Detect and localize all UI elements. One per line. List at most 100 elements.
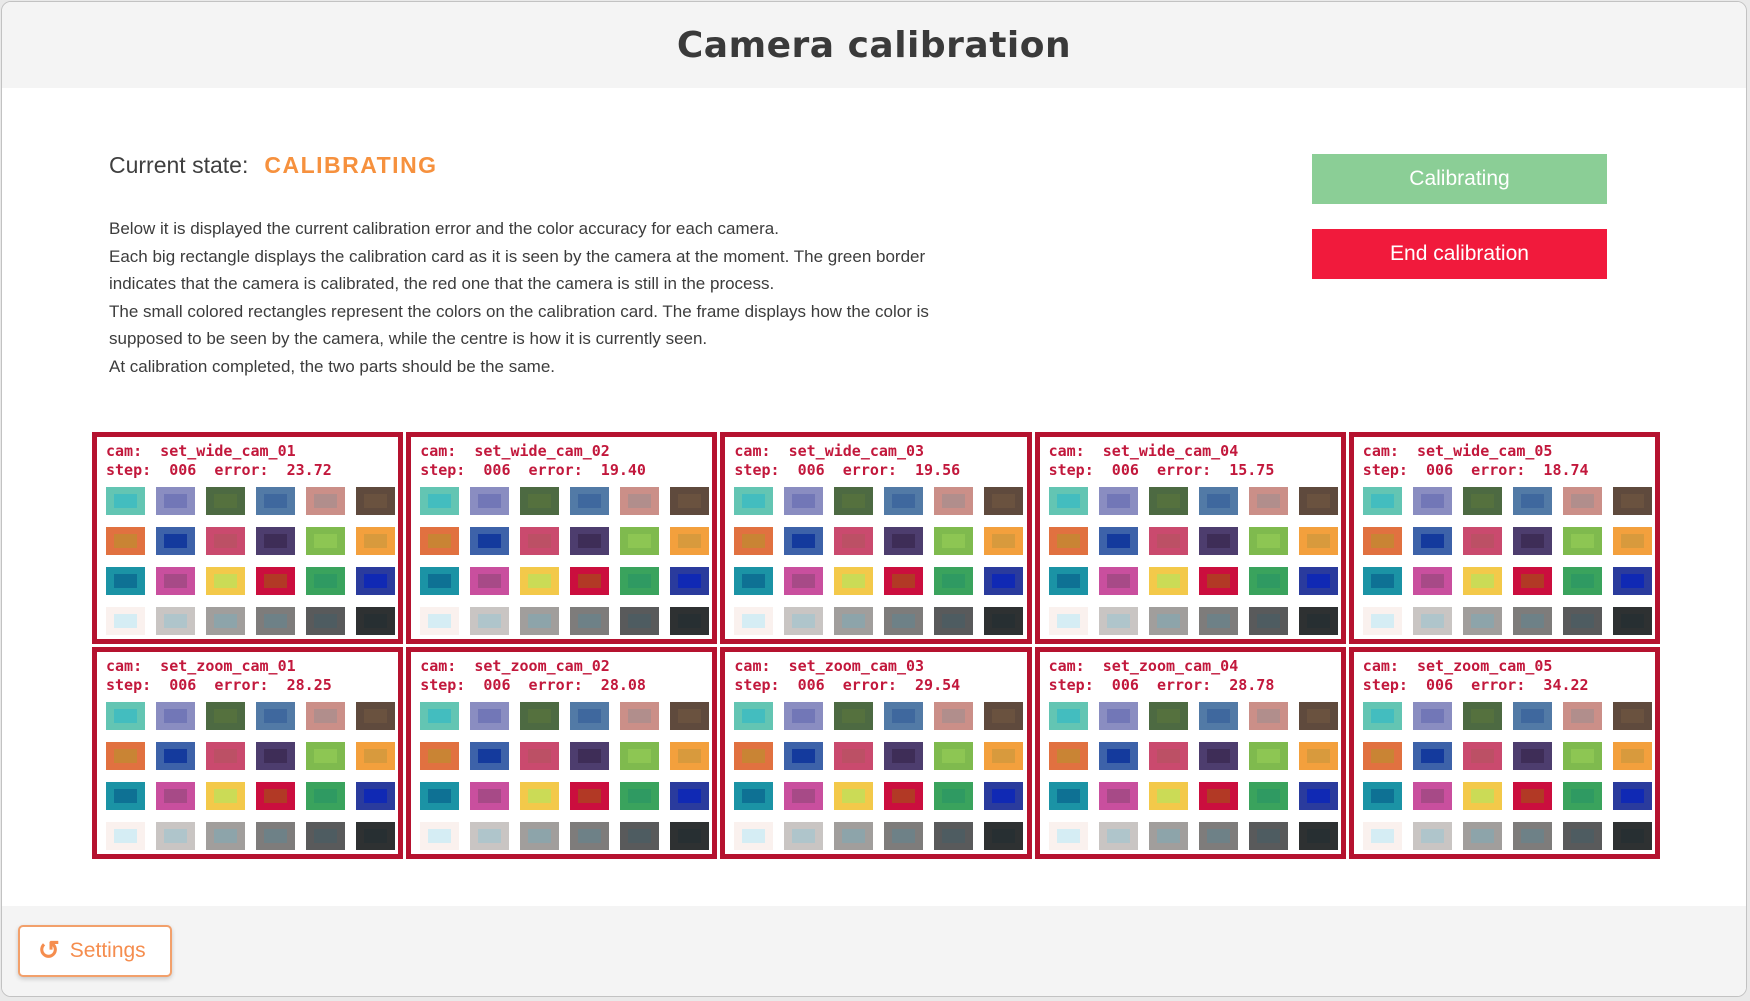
color-swatch-centre xyxy=(1256,749,1280,763)
color-swatch-neutral-5 xyxy=(1198,822,1238,850)
color-swatch-black xyxy=(1298,607,1338,635)
color-swatch-centre xyxy=(1256,534,1280,548)
color-swatch-moderate-red xyxy=(206,742,245,770)
color-swatch-foliage xyxy=(834,702,874,730)
color-swatch-purplish-blue xyxy=(1412,742,1452,770)
color-swatch-centre xyxy=(528,789,552,803)
color-swatch-yellow xyxy=(206,782,245,810)
color-swatch-moderate-red xyxy=(520,527,560,555)
color-swatch-red xyxy=(570,567,610,595)
color-swatch-centre xyxy=(478,614,502,628)
color-swatch-bluish-green xyxy=(1362,702,1402,730)
color-swatch-centre xyxy=(214,789,237,803)
color-swatch-centre xyxy=(792,789,816,803)
color-swatch-centre xyxy=(1570,789,1594,803)
color-swatch-centre xyxy=(1306,574,1330,588)
color-swatch-centre xyxy=(1056,789,1080,803)
color-swatch-centre xyxy=(1470,614,1494,628)
color-swatch-centre xyxy=(792,534,816,548)
color-swatch-centre xyxy=(742,749,766,763)
color-swatch-blue-sky xyxy=(256,487,295,515)
color-swatch-orange xyxy=(734,527,774,555)
color-swatch-centre xyxy=(942,574,966,588)
color-swatch-centre xyxy=(678,789,702,803)
color-swatch-centre xyxy=(214,494,237,508)
status-value: CALIBRATING xyxy=(264,152,438,178)
color-swatch-foliage xyxy=(834,487,874,515)
color-swatch-dark-skin xyxy=(670,702,710,730)
color-swatch-centre xyxy=(364,829,387,843)
calibrating-status-button[interactable]: Calibrating xyxy=(1312,154,1607,204)
color-swatch-foliage xyxy=(206,487,245,515)
color-swatch-blue-sky xyxy=(1512,487,1552,515)
color-swatch-centre xyxy=(478,749,502,763)
color-swatch-bluish-green xyxy=(1362,487,1402,515)
description-line: Each big rectangle displays the calibrat… xyxy=(109,246,926,266)
color-swatch-centre xyxy=(678,494,702,508)
color-swatch-blue xyxy=(1298,782,1338,810)
color-swatch-centre xyxy=(578,534,602,548)
color-swatch-centre xyxy=(578,614,602,628)
color-swatch-centre xyxy=(1206,494,1230,508)
color-swatch-centre xyxy=(892,709,916,723)
color-swatch-moderate-red xyxy=(1462,527,1502,555)
color-swatch-centre xyxy=(578,494,602,508)
color-swatch-purple xyxy=(1512,742,1552,770)
color-swatch-centre xyxy=(992,709,1016,723)
color-swatch-cyan xyxy=(1048,782,1088,810)
end-calibration-button[interactable]: End calibration xyxy=(1312,229,1607,279)
color-swatch-centre xyxy=(1520,494,1544,508)
color-swatch-centre xyxy=(942,494,966,508)
color-swatch-white xyxy=(1362,607,1402,635)
color-swatch-foliage xyxy=(1148,487,1188,515)
color-swatch-centre xyxy=(578,709,602,723)
color-swatch-centre xyxy=(742,534,766,548)
color-swatch-yellow xyxy=(1148,782,1188,810)
color-swatch-blue xyxy=(1612,782,1652,810)
color-swatch-purplish-blue xyxy=(156,742,195,770)
color-swatch-orange xyxy=(1362,742,1402,770)
color-swatch-orange xyxy=(106,527,145,555)
color-swatch-centre xyxy=(164,534,187,548)
color-swatch-blue-flower xyxy=(470,487,510,515)
color-swatch-centre xyxy=(1256,494,1280,508)
color-swatch-yellow-green xyxy=(1248,742,1288,770)
color-swatch-foliage xyxy=(520,702,560,730)
color-swatch-centre xyxy=(428,709,452,723)
color-swatch-centre xyxy=(314,614,337,628)
color-swatch-neutral-5 xyxy=(1512,822,1552,850)
color-swatch-bluish-green xyxy=(1048,487,1088,515)
color-swatch-centre xyxy=(1256,574,1280,588)
color-swatch-centre xyxy=(1206,749,1230,763)
card-cam-line: cam: set_wide_cam_05 xyxy=(1362,442,1553,460)
color-swatch-centre xyxy=(214,574,237,588)
card-step-error-line: step: 006 error: 23.72 xyxy=(106,461,332,479)
color-swatch-neutral-6-5 xyxy=(834,822,874,850)
color-swatch-centre xyxy=(114,789,137,803)
color-swatch-centre xyxy=(1420,614,1444,628)
color-swatch-orange-yellow xyxy=(1298,742,1338,770)
color-swatch-green xyxy=(620,782,660,810)
color-swatch-centre xyxy=(478,534,502,548)
color-swatch-centre xyxy=(1420,749,1444,763)
color-swatch-neutral-6-5 xyxy=(834,607,874,635)
color-swatch-centre xyxy=(1370,789,1394,803)
color-swatch-centre xyxy=(1056,709,1080,723)
color-swatch-light-skin xyxy=(620,702,660,730)
color-swatch-centre xyxy=(1256,709,1280,723)
color-swatch-centre xyxy=(792,709,816,723)
color-swatch-purplish-blue xyxy=(784,527,824,555)
color-swatch-centre xyxy=(1520,574,1544,588)
card-step-error-line: step: 006 error: 18.74 xyxy=(1362,461,1589,479)
color-swatch-centre xyxy=(678,614,702,628)
color-swatch-centre xyxy=(892,614,916,628)
description-line: At calibration completed, the two parts … xyxy=(109,356,556,376)
color-swatch-centre xyxy=(1370,709,1394,723)
color-swatch-white xyxy=(1048,822,1088,850)
color-swatch-neutral-8 xyxy=(470,822,510,850)
color-swatch-centre xyxy=(528,749,552,763)
description-text: Below it is displayed the current calibr… xyxy=(109,215,929,380)
settings-button[interactable]: ↺ Settings xyxy=(18,925,172,977)
card-cam-line: cam: set_zoom_cam_04 xyxy=(1048,657,1239,675)
